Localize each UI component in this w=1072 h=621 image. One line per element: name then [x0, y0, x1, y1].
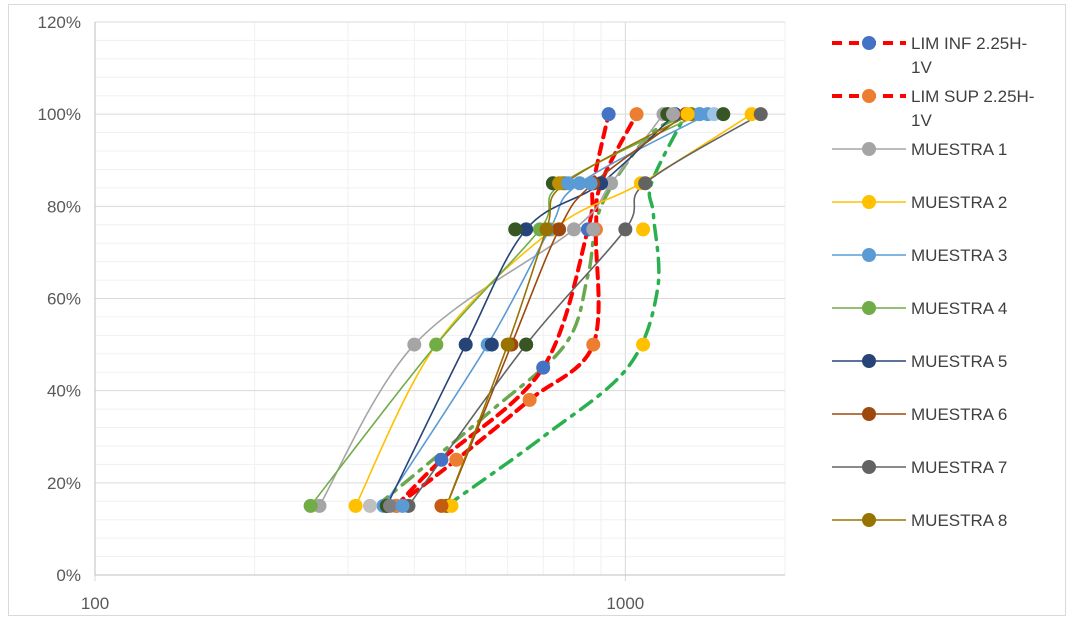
data-point — [536, 360, 551, 375]
legend-label: MUESTRA 3 — [911, 246, 1007, 265]
legend-label: MUESTRA 1 — [911, 140, 1007, 159]
axes: 0% 20% 40% 60% 80% 100% 120% 100 1000 — [38, 13, 785, 613]
data-point — [552, 222, 567, 237]
data-point — [434, 452, 449, 467]
data-point — [583, 176, 598, 191]
data-point — [407, 337, 422, 352]
legend-label: MUESTRA 5 — [911, 352, 1007, 371]
data-point — [444, 498, 459, 513]
data-point — [636, 222, 651, 237]
x-tick-label: 100 — [81, 594, 109, 613]
y-tick-label: 100% — [38, 105, 81, 124]
y-tick-label: 80% — [47, 197, 81, 216]
data-point — [618, 222, 633, 237]
data-point — [434, 498, 449, 513]
series-layer — [309, 112, 762, 508]
data-point — [601, 107, 616, 122]
data-point — [680, 107, 695, 122]
legend-marker — [862, 248, 876, 262]
legend-label: MUESTRA 8 — [911, 511, 1007, 530]
legend-marker — [862, 460, 876, 474]
legend-marker — [862, 301, 876, 315]
legend-label: MUESTRA 2 — [911, 193, 1007, 212]
data-point — [586, 337, 601, 352]
data-point — [383, 498, 398, 513]
data-point — [692, 107, 707, 122]
data-point — [449, 452, 464, 467]
data-point — [604, 176, 619, 191]
legend: LIM INF 2.25H- 1V LIM SUP 2.25H- 1V MUESTRA … — [832, 34, 1034, 530]
markers-layer — [303, 107, 768, 513]
data-point — [500, 337, 515, 352]
legend-marker — [862, 142, 876, 156]
data-point — [429, 337, 444, 352]
legend-marker — [862, 354, 876, 368]
data-point — [561, 176, 576, 191]
y-tick-label: 60% — [47, 290, 81, 309]
series-line — [407, 113, 762, 507]
data-point — [586, 222, 601, 237]
series-line — [318, 113, 665, 507]
data-point — [666, 107, 681, 122]
chart-frame — [8, 4, 1066, 616]
data-point — [539, 222, 554, 237]
legend-label: LIM INF 2.25H- — [911, 34, 1027, 53]
data-point — [572, 176, 587, 191]
data-point — [638, 176, 653, 191]
data-point — [636, 337, 651, 352]
series-line — [309, 113, 701, 507]
legend-label: LIM SUP 2.25H- — [911, 87, 1034, 106]
data-point — [508, 222, 523, 237]
data-point — [458, 337, 473, 352]
grid — [94, 21, 786, 581]
legend-marker — [862, 89, 876, 103]
data-point — [395, 498, 410, 513]
series-line — [445, 113, 687, 507]
legend-marker — [862, 36, 876, 50]
y-tick-label: 0% — [56, 566, 81, 585]
y-tick-label: 20% — [47, 474, 81, 493]
legend-label-line2: 1V — [911, 58, 932, 77]
legend-label: MUESTRA 7 — [911, 458, 1007, 477]
series-line — [386, 113, 676, 507]
data-point — [716, 107, 731, 122]
series-line — [394, 112, 611, 508]
legend-marker — [862, 513, 876, 527]
data-point — [348, 498, 363, 513]
data-point — [753, 107, 768, 122]
data-point — [566, 222, 581, 237]
legend-label: MUESTRA 6 — [911, 405, 1007, 424]
data-point — [303, 498, 318, 513]
legend-label-line2: 1V — [911, 111, 932, 130]
data-point — [519, 337, 534, 352]
data-point — [484, 337, 499, 352]
y-tick-label: 120% — [38, 13, 81, 32]
x-tick-label: 1000 — [606, 594, 644, 613]
data-point — [362, 498, 377, 513]
series-line — [382, 113, 709, 507]
data-point — [629, 107, 644, 122]
legend-marker — [862, 195, 876, 209]
series-line — [394, 112, 639, 508]
data-point — [522, 392, 537, 407]
legend-marker — [862, 407, 876, 421]
legend-label: MUESTRA 4 — [911, 299, 1007, 318]
series-line — [445, 113, 692, 507]
data-point — [519, 222, 534, 237]
y-tick-label: 40% — [47, 382, 81, 401]
